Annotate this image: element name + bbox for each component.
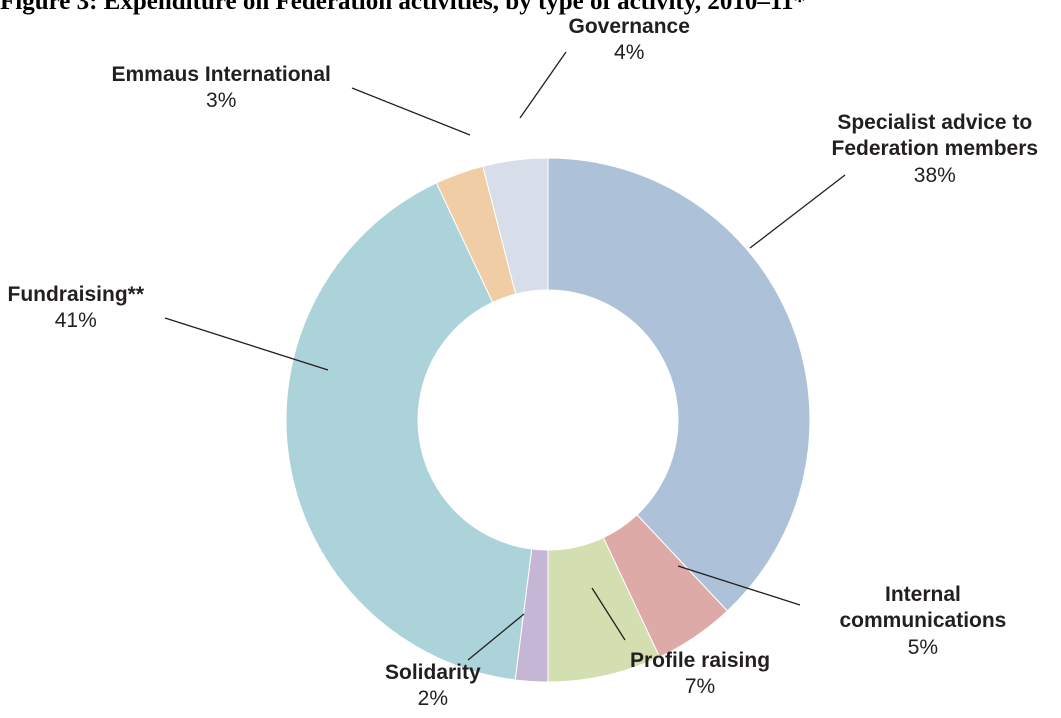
slice-label: Governance 4% (569, 14, 690, 67)
slice-name: Specialist advice to (837, 111, 1033, 134)
slice-name: Emmaus International (111, 63, 331, 86)
slice-label: Profile raising 7% (630, 648, 770, 701)
figure-title: Figure 3: Expenditure on Federation acti… (0, 0, 806, 15)
leader-line (467, 613, 525, 661)
leader-line (749, 174, 846, 249)
slice-label: Internal communications 5% (840, 582, 1007, 661)
leader-line (677, 565, 801, 606)
donut-slice-fundraising (285, 182, 533, 681)
slice-percent: 7% (684, 675, 716, 699)
slice-name: Internal (885, 583, 961, 606)
slice-label: Specialist advice to Federation members 38… (832, 110, 1039, 189)
slice-name: Governance (568, 15, 690, 38)
donut-slice-specialist-advice-to-federation-members (547, 157, 811, 612)
leader-line (164, 317, 329, 371)
donut-slice-governance (482, 157, 549, 295)
slice-percent: 41% (54, 309, 97, 333)
slice-name: Fundraising** (7, 283, 145, 306)
slice-label: Emmaus International 3% (112, 62, 331, 115)
slice-name: Profile raising (630, 649, 771, 672)
leader-line (591, 587, 626, 641)
slice-percent: 3% (206, 89, 237, 113)
leader-line (351, 87, 471, 136)
leader-line (519, 51, 567, 119)
slice-name: Solidarity (385, 661, 481, 684)
slice-name: communications (839, 609, 1007, 633)
slice-label: Solidarity 2% (385, 660, 481, 713)
slice-percent: 5% (907, 635, 939, 659)
slice-percent: 4% (614, 41, 645, 65)
slice-name: Federation members (831, 137, 1039, 161)
slice-label: Fundraising** 41% (8, 282, 145, 335)
slice-percent: 2% (417, 687, 449, 711)
slice-percent: 38% (913, 163, 956, 187)
